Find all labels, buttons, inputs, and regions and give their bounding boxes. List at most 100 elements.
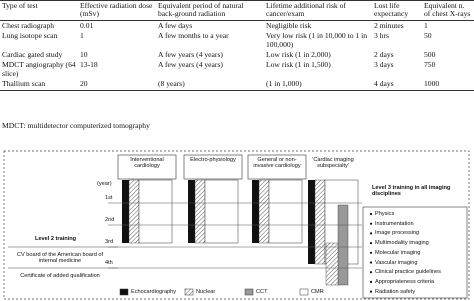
bullet [369,232,373,235]
certificate-label: Certificate of added qualification [20,273,100,279]
level3-item: Vascular imaging [375,259,418,266]
table-cell: A few years (4 years) [158,60,223,70]
table-row: Cardiac gated study 10 A few years (4 year… [0,50,474,60]
column-header: Lost life expectancy [372,0,422,21]
table-cell: 1 [80,31,84,41]
footnote: MDCT: multidetector computerized tomogra… [2,121,150,130]
table-cell: Negligible risk [266,20,312,30]
table-cell: 750 [424,60,436,70]
legend-swatch [119,288,129,296]
year-label: (year) [97,181,112,187]
level3-item: Appropriateness criteria [375,278,435,285]
table-cell: 4 days [372,79,422,91]
table-cell: Chest radiograph [2,20,55,30]
echo-band [308,180,315,264]
bullet [369,280,373,283]
level3-item: Clinical practice guidelines [375,269,441,276]
column-header: Equivalent period of natural back-ground… [156,0,264,21]
level2-label: Level 2 training [35,236,77,242]
bullet [369,290,373,293]
bullet [369,222,373,225]
level3-item: Image processing [375,230,420,237]
legend-label: CCT [256,289,268,295]
year-label: 3rd [105,239,114,245]
level3-item: Molecular imaging [375,249,421,256]
nuclear-band [194,179,206,244]
nuclear-band [325,242,339,286]
table-cell: 3 hrs [374,31,389,41]
year-label: 4th [105,260,113,266]
table-row: Thallium scan 20 (8 years) (1 in 1,000) 4 da… [0,79,474,91]
legend-label: Echocardiography [131,289,177,295]
nuclear-band [258,179,270,244]
table-cell: (8 years) [156,79,264,91]
dashed-frame [3,150,470,300]
nuclear-band [128,179,140,244]
open-band [204,179,239,244]
table-cell: 50 [424,31,432,41]
echo-band [188,180,195,243]
level3-item: Instrumentation [375,220,414,227]
level3-title: Level 3 training in all imaging discipli… [372,185,451,198]
open-band [138,179,173,244]
open-band [268,179,303,244]
column-box [117,154,177,180]
cv-board-label: CV board of the American board of intern… [16,252,104,265]
column-header: Lifetime additional risk of cancer/exam [264,0,372,21]
level3-item: Multimodality imaging [375,240,429,247]
column-header: Type of test [0,0,78,21]
table-cell: Low risk (1 in 2,000) [266,50,331,60]
bullet [369,271,373,274]
radiation-table: Type of test Effective radiation dose (mS… [0,0,474,91]
table-cell: 2 days [374,50,394,60]
table-cell: 1 [424,20,428,30]
legend-label: CMR [311,289,324,295]
table-cell: 13-18 [80,60,98,70]
column-box [247,154,307,180]
column-header: Effective radiation dose (mSv) [78,0,156,21]
table-cell: 1000 [422,79,474,91]
table-cell: 500 [424,50,436,60]
level3-item: Radiation safety [375,288,416,295]
table-cell: 3 days [374,60,394,70]
table-cell: Lung isotope scan [2,31,58,41]
table-cell: Very low risk (1 in 10,000 to 1 in 100,0… [266,31,368,49]
column-header: 'Cardiac imaging subspecialty' [312,157,354,170]
echo-band [122,180,129,243]
legend-swatch [184,288,194,296]
column-header: Electro-physiology [190,157,236,163]
table-cell: Low risk (1 in 1,500) [266,60,331,70]
nuclear-band [314,179,326,265]
column-header: Interventional cardiology [130,157,164,170]
level3-box [362,206,468,299]
table-cell: A few years (4 years) [158,50,223,60]
table-cell: 20 [78,79,156,91]
table-row: Chest radiograph 0.01 A few days Negligible… [0,20,474,31]
table-cell: A few days [158,20,193,30]
legend-label: Nuclear [196,289,216,295]
bullet [369,261,373,264]
legend-swatch [244,288,254,296]
cct-band [337,204,349,286]
table-cell: Cardiac gated study [2,50,63,60]
table-cell: A few months to a year [158,31,229,41]
table-cell: (1 in 1,000) [264,79,372,91]
table-cell: 10 [80,50,88,60]
table-cell: Thallium scan [0,79,78,91]
year-label: 2nd [105,217,115,223]
bullet [369,212,373,216]
echo-band [252,180,259,243]
bullet [369,251,373,254]
column-header: General or non-invasive cardiology [253,157,301,170]
legend-swatch [299,288,309,296]
bullet [369,242,373,245]
table-cell: 2 minutes [374,20,404,30]
table-cell: MDCT angiography (64 slice) [2,60,76,78]
table-cell: 0.01 [80,20,94,30]
level3-item: Physics [375,211,395,217]
year-label: 1st [105,195,113,201]
column-box [183,154,243,180]
header-row: Type of test Effective radiation dose (mS… [0,0,474,21]
